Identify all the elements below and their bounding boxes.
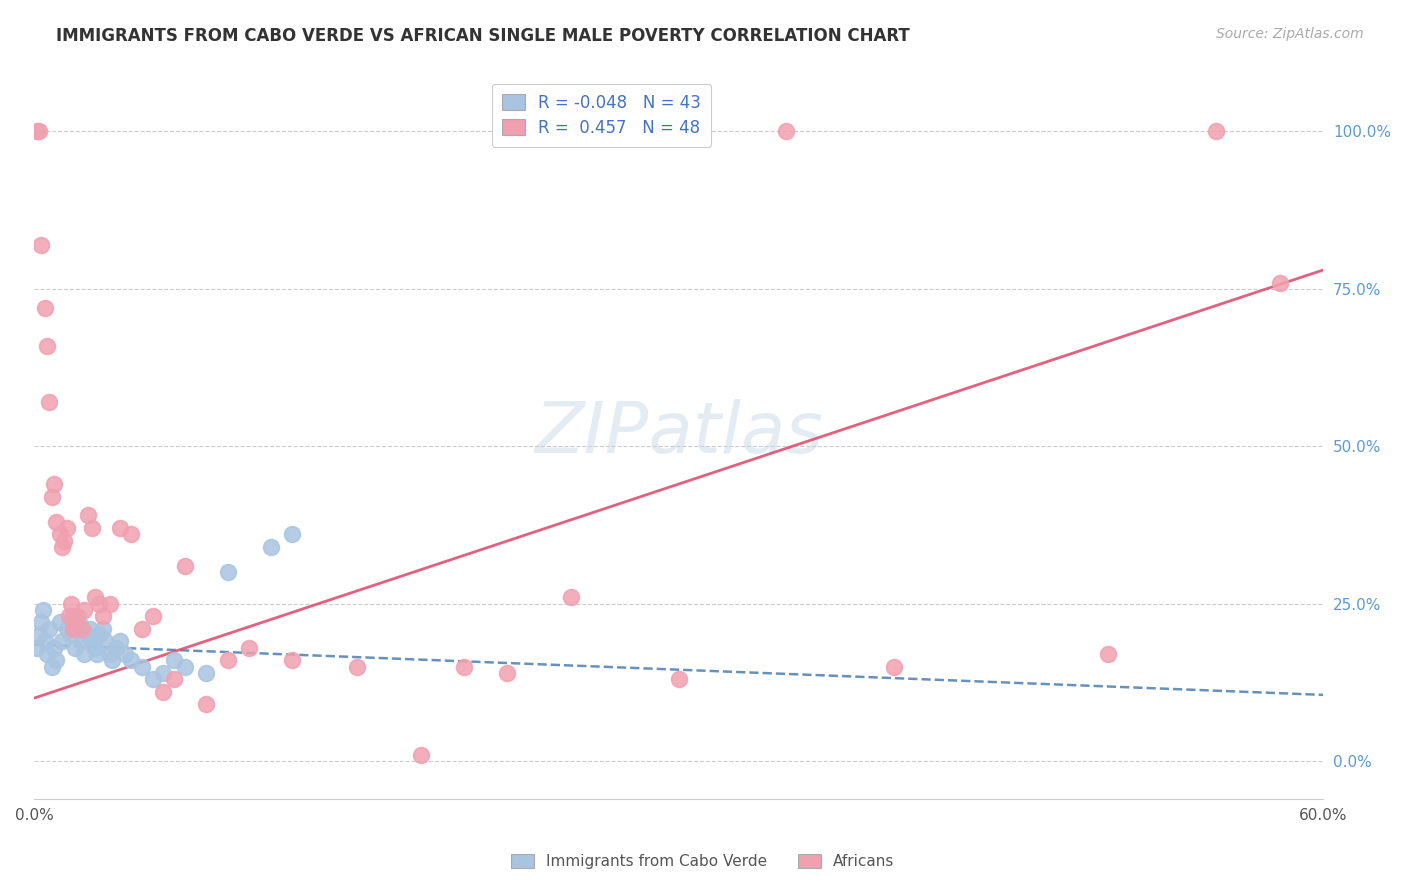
Point bbox=[131, 622, 153, 636]
Point bbox=[59, 597, 82, 611]
Point bbox=[63, 615, 86, 630]
Point bbox=[82, 634, 104, 648]
Text: Source: ZipAtlas.com: Source: ZipAtlas.com bbox=[1216, 27, 1364, 41]
Point bbox=[63, 640, 86, 655]
Point bbox=[120, 527, 142, 541]
Point bbox=[25, 124, 48, 138]
Point bbox=[110, 521, 132, 535]
Point bbox=[51, 634, 73, 648]
Point bbox=[59, 628, 82, 642]
Point bbox=[45, 653, 67, 667]
Point bbox=[281, 527, 304, 541]
Point bbox=[73, 647, 96, 661]
Point bbox=[163, 672, 186, 686]
Point bbox=[28, 628, 51, 642]
Point bbox=[91, 622, 114, 636]
Point bbox=[94, 634, 117, 648]
Point bbox=[58, 609, 80, 624]
Point bbox=[281, 653, 304, 667]
Point bbox=[87, 628, 110, 642]
Point bbox=[66, 609, 89, 624]
Legend: Immigrants from Cabo Verde, Africans: Immigrants from Cabo Verde, Africans bbox=[505, 848, 901, 875]
Point bbox=[141, 609, 163, 624]
Point bbox=[34, 301, 56, 315]
Point bbox=[238, 640, 260, 655]
Point bbox=[30, 237, 52, 252]
Text: IMMIGRANTS FROM CABO VERDE VS AFRICAN SINGLE MALE POVERTY CORRELATION CHART: IMMIGRANTS FROM CABO VERDE VS AFRICAN SI… bbox=[56, 27, 910, 45]
Point bbox=[114, 647, 136, 661]
Legend: R = -0.048   N = 43, R =  0.457   N = 48: R = -0.048 N = 43, R = 0.457 N = 48 bbox=[492, 84, 711, 147]
Point bbox=[1205, 124, 1227, 138]
Point bbox=[32, 603, 55, 617]
Point bbox=[217, 565, 239, 579]
Point bbox=[453, 659, 475, 673]
Point bbox=[70, 634, 93, 648]
Point bbox=[77, 628, 100, 642]
Text: ZIPatlas: ZIPatlas bbox=[534, 399, 824, 468]
Point bbox=[51, 540, 73, 554]
Point bbox=[120, 653, 142, 667]
Point bbox=[41, 490, 63, 504]
Point bbox=[55, 622, 77, 636]
Point bbox=[62, 609, 84, 624]
Point bbox=[30, 615, 52, 630]
Point bbox=[173, 558, 195, 573]
Point bbox=[260, 540, 283, 554]
Point bbox=[42, 477, 65, 491]
Point bbox=[110, 634, 132, 648]
Point bbox=[86, 647, 108, 661]
Point bbox=[217, 653, 239, 667]
Point bbox=[38, 622, 60, 636]
Point bbox=[668, 672, 690, 686]
Point bbox=[163, 653, 186, 667]
Point bbox=[37, 338, 59, 352]
Point bbox=[98, 647, 121, 661]
Point bbox=[883, 659, 905, 673]
Point bbox=[83, 640, 105, 655]
Point bbox=[66, 622, 89, 636]
Point bbox=[87, 597, 110, 611]
Point bbox=[34, 634, 56, 648]
Point bbox=[98, 597, 121, 611]
Point bbox=[1097, 647, 1119, 661]
Point bbox=[42, 640, 65, 655]
Point bbox=[105, 640, 128, 655]
Point bbox=[25, 640, 48, 655]
Point bbox=[49, 615, 72, 630]
Point bbox=[141, 672, 163, 686]
Point bbox=[37, 647, 59, 661]
Point bbox=[69, 615, 91, 630]
Point bbox=[77, 508, 100, 523]
Point bbox=[152, 684, 174, 698]
Point bbox=[45, 515, 67, 529]
Point bbox=[41, 659, 63, 673]
Point bbox=[775, 124, 797, 138]
Point bbox=[49, 527, 72, 541]
Point bbox=[173, 659, 195, 673]
Point bbox=[83, 591, 105, 605]
Point bbox=[79, 622, 101, 636]
Point bbox=[131, 659, 153, 673]
Point bbox=[409, 747, 432, 762]
Point bbox=[38, 395, 60, 409]
Point bbox=[1270, 276, 1292, 290]
Point bbox=[73, 603, 96, 617]
Point bbox=[195, 698, 218, 712]
Point bbox=[28, 124, 51, 138]
Point bbox=[496, 665, 519, 680]
Point bbox=[62, 622, 84, 636]
Point bbox=[82, 521, 104, 535]
Point bbox=[70, 622, 93, 636]
Point bbox=[195, 665, 218, 680]
Point bbox=[346, 659, 368, 673]
Point bbox=[100, 653, 122, 667]
Point bbox=[91, 609, 114, 624]
Point bbox=[560, 591, 582, 605]
Point bbox=[55, 521, 77, 535]
Point bbox=[53, 533, 76, 548]
Point bbox=[152, 665, 174, 680]
